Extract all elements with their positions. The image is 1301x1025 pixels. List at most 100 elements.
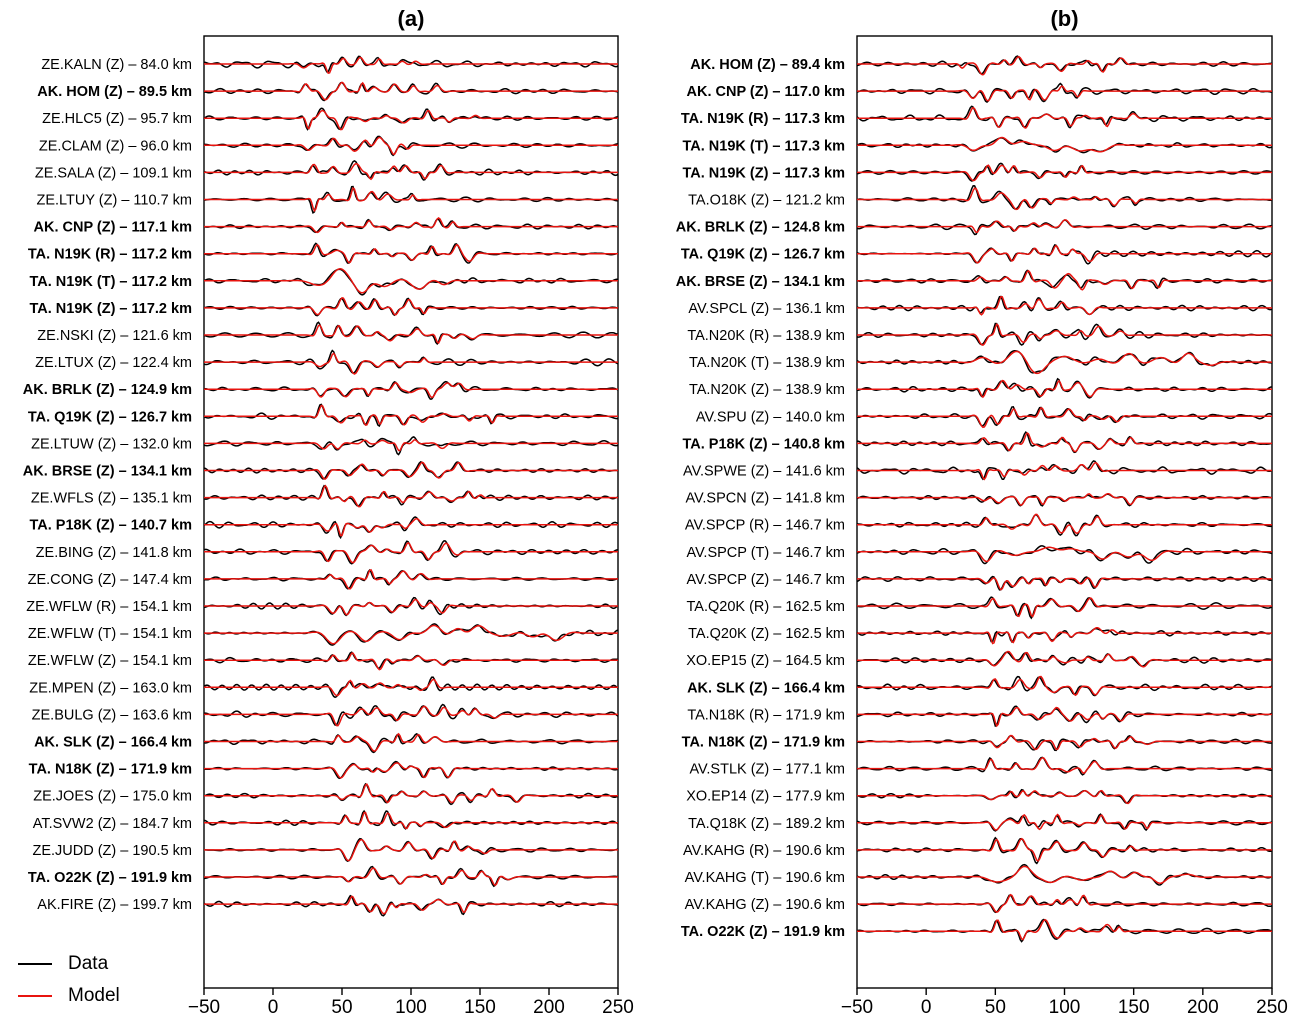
model-trace xyxy=(204,404,618,426)
model-trace xyxy=(204,517,618,537)
model-trace xyxy=(204,324,618,345)
model-trace xyxy=(857,513,1272,535)
legend: Data Model xyxy=(18,948,120,1012)
model-trace xyxy=(204,867,618,887)
data-trace xyxy=(856,269,1273,290)
model-trace xyxy=(204,296,618,316)
station-label: TA.N18K (R) – 171.9 km xyxy=(687,707,845,723)
model-trace xyxy=(204,732,618,752)
model-trace xyxy=(204,811,618,830)
station-label: AV.SPCP (T) – 146.7 km xyxy=(687,545,846,561)
data-trace xyxy=(856,918,1273,943)
model-trace xyxy=(204,484,618,508)
x-axis-label: Time (s) xyxy=(1030,1023,1099,1025)
data-trace xyxy=(203,268,618,296)
station-label: ZE.LTUW (Z) – 132.0 km xyxy=(31,436,192,452)
legend-label-model: Model xyxy=(68,985,120,1006)
station-label: ZE.WFLW (R) – 154.1 km xyxy=(26,599,192,615)
model-trace xyxy=(204,216,618,234)
station-label: AK. CNP (Z) – 117.0 km xyxy=(687,84,846,100)
station-label: TA. N19K (R) – 117.2 km xyxy=(28,247,192,263)
data-trace xyxy=(203,484,619,507)
station-label: ZE.SALA (Z) – 109.1 km xyxy=(35,165,192,181)
model-trace xyxy=(857,219,1272,234)
model-trace xyxy=(204,705,618,727)
data-trace xyxy=(856,651,1273,667)
model-trace xyxy=(857,350,1272,375)
data-trace xyxy=(203,185,618,214)
model-trace xyxy=(204,109,618,131)
station-label: TA. P18K (Z) – 140.8 km xyxy=(682,436,845,452)
x-tick-label: 50 xyxy=(331,997,352,1018)
station-label: ZE.JOES (Z) – 175.0 km xyxy=(33,789,192,805)
model-trace xyxy=(204,136,618,156)
x-tick-label: 0 xyxy=(921,997,932,1018)
station-label: AV.KAHG (T) – 190.6 km xyxy=(685,870,845,886)
data-trace xyxy=(856,863,1273,886)
model-trace xyxy=(204,381,618,399)
data-trace xyxy=(203,809,619,830)
station-label: TA.N20K (Z) – 138.9 km xyxy=(689,382,845,398)
model-trace xyxy=(204,895,618,915)
station-label: AV.STLK (Z) – 177.1 km xyxy=(689,762,845,778)
station-label: TA. N19K (T) – 117.2 km xyxy=(29,274,192,290)
x-tick-label: −50 xyxy=(188,997,220,1018)
station-label: TA.Q20K (Z) – 162.5 km xyxy=(688,626,845,642)
panel-b: (b) −50 0 50 100 150 200 250 Time (s) AK. HOM (Z)… xyxy=(676,6,1288,1025)
station-label: TA.N20K (T) – 138.9 km xyxy=(689,355,845,371)
model-trace xyxy=(857,597,1272,618)
station-label: TA.Q18K (Z) – 189.2 km xyxy=(688,816,845,832)
data-trace xyxy=(856,836,1273,865)
x-tick-label: 0 xyxy=(268,997,279,1018)
x-tick-label: 150 xyxy=(464,997,496,1018)
station-label: ZE.WFLW (T) – 154.1 km xyxy=(28,626,192,642)
model-trace xyxy=(857,269,1272,291)
data-trace xyxy=(856,545,1273,565)
station-label: ZE.LTUY (Z) – 110.7 km xyxy=(36,193,192,209)
model-trace xyxy=(204,678,618,697)
model-trace xyxy=(857,756,1272,775)
model-trace xyxy=(857,379,1272,399)
data-trace xyxy=(856,55,1272,75)
station-label: ZE.WFLS (Z) – 135.1 km xyxy=(31,491,192,507)
station-label: AK. HOM (Z) – 89.4 km xyxy=(690,57,845,73)
station-label: TA.O18K (Z) – 121.2 km xyxy=(688,193,845,209)
station-label: TA.N20K (R) – 138.9 km xyxy=(687,328,845,344)
station-label: AK. SLK (Z) – 166.4 km xyxy=(34,735,192,751)
station-label: TA. N19K (T) – 117.3 km xyxy=(682,138,845,154)
station-label: AK. CNP (Z) – 117.1 km xyxy=(34,220,193,236)
x-tick-label: 200 xyxy=(533,997,565,1018)
legend-item-model: Model xyxy=(18,980,120,1012)
data-trace xyxy=(203,436,619,456)
model-trace xyxy=(857,85,1272,102)
axes-frame xyxy=(856,35,1273,989)
model-trace xyxy=(857,734,1272,751)
model-trace xyxy=(857,106,1272,129)
model-trace xyxy=(857,626,1272,645)
station-label: ZE.MPEN (Z) – 163.0 km xyxy=(29,680,192,696)
model-trace xyxy=(857,813,1272,831)
legend-line-model xyxy=(18,995,52,997)
station-label: ZE.WFLW (Z) – 154.1 km xyxy=(28,653,192,669)
model-trace xyxy=(204,598,618,616)
data-trace xyxy=(203,894,619,917)
station-label: ZE.LTUX (Z) – 122.4 km xyxy=(35,355,192,371)
model-trace xyxy=(204,186,618,213)
x-axis-label: Time (s) xyxy=(377,1023,446,1025)
data-trace xyxy=(204,380,619,400)
data-trace xyxy=(203,760,619,780)
station-label: TA. N18K (Z) – 171.9 km xyxy=(682,735,845,751)
x-tick-label: 200 xyxy=(1187,997,1219,1018)
station-label: AK. BRLK (Z) – 124.8 km xyxy=(676,220,845,236)
data-trace xyxy=(856,513,1273,537)
model-trace xyxy=(857,187,1272,211)
station-label: AV.SPCP (R) – 146.7 km xyxy=(685,518,845,534)
station-label: AV.SPWE (Z) – 141.6 km xyxy=(683,464,845,480)
model-trace xyxy=(204,81,618,101)
data-trace xyxy=(856,734,1273,752)
model-trace xyxy=(857,650,1272,668)
model-trace xyxy=(204,438,618,452)
data-trace xyxy=(203,623,619,646)
model-trace xyxy=(857,675,1272,697)
